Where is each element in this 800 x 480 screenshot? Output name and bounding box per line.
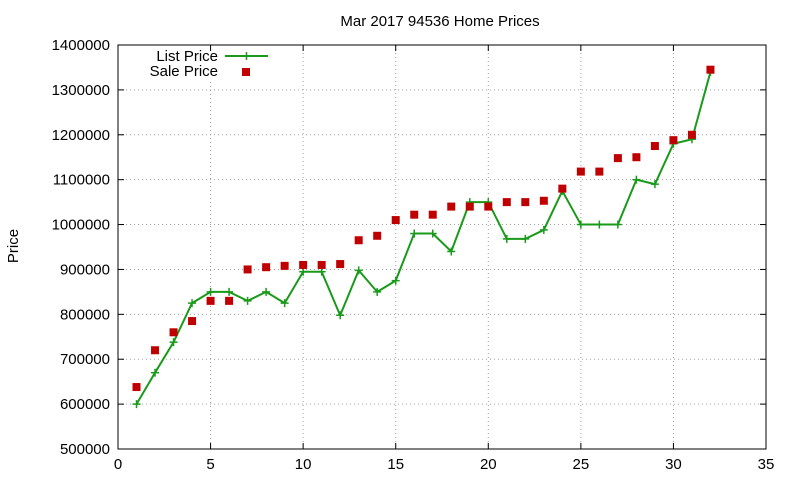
- data-point-cross: [132, 400, 141, 409]
- data-point-cross: [280, 299, 289, 308]
- data-point-cross: [595, 220, 604, 229]
- data-point-square: [317, 260, 326, 269]
- data-point-square: [521, 198, 530, 207]
- data-point-cross: [391, 276, 400, 285]
- data-point-square: [502, 198, 511, 207]
- x-tick-label: 0: [114, 456, 122, 473]
- grid-lines: [118, 45, 766, 449]
- chart-title: Mar 2017 94536 Home Prices: [340, 13, 539, 30]
- data-point-cross: [336, 311, 345, 320]
- data-point-cross: [317, 267, 326, 276]
- y-tick-label: 1000000: [52, 217, 110, 234]
- y-tick-label: 900000: [60, 261, 110, 278]
- data-point-cross: [502, 234, 511, 243]
- y-tick-label: 500000: [60, 441, 110, 458]
- x-tick-label: 15: [387, 456, 404, 473]
- data-point-square: [373, 231, 382, 240]
- data-point-cross: [299, 267, 308, 276]
- y-tick-label: 800000: [60, 306, 110, 323]
- data-point-square: [632, 153, 641, 162]
- data-point-cross: [262, 287, 271, 296]
- plot-frame: [117, 44, 767, 450]
- series-layer: [132, 65, 715, 409]
- y-tick-label: 1200000: [52, 127, 110, 144]
- legend-label-sale-price: Sale Price: [150, 63, 218, 80]
- data-point-cross: [650, 180, 659, 189]
- x-tick-label: 5: [206, 456, 214, 473]
- data-point-cross: [447, 247, 456, 256]
- data-point-square: [687, 130, 696, 139]
- data-point-square: [169, 328, 178, 337]
- data-point-square: [484, 202, 493, 211]
- data-point-square: [151, 346, 160, 355]
- y-tick-label: 1300000: [52, 82, 110, 99]
- axis-ticks: 0 5 10 15 20 25 30 35 500000 600000 700000 800000 90…: [52, 37, 775, 473]
- data-point-square: [132, 383, 141, 392]
- data-point-square: [280, 261, 289, 270]
- data-point-cross: [521, 234, 530, 243]
- y-tick-label: 700000: [60, 351, 110, 368]
- data-point-square: [188, 317, 197, 326]
- data-point-square: [410, 210, 419, 219]
- data-point-cross: [373, 287, 382, 296]
- data-point-square: [206, 296, 215, 305]
- data-point-square: [428, 210, 437, 219]
- data-point-square: [262, 263, 271, 272]
- data-point-cross: [428, 229, 437, 238]
- data-point-cross: [151, 368, 160, 377]
- data-point-square: [447, 202, 456, 211]
- data-point-cross: [410, 229, 419, 238]
- legend-label-list-price: List Price: [156, 48, 218, 65]
- data-point-square: [576, 167, 585, 176]
- data-point-cross: [539, 225, 548, 234]
- x-tick-label: 25: [573, 456, 590, 473]
- data-point-square: [336, 260, 345, 269]
- series-line: [135, 71, 712, 405]
- y-tick-label: 600000: [60, 396, 110, 413]
- y-tick-label: 1400000: [52, 37, 110, 54]
- data-point-square: [243, 265, 252, 274]
- data-point-cross: [613, 220, 622, 229]
- data-point-cross: [632, 175, 641, 184]
- data-point-square: [650, 142, 659, 150]
- data-point-square: [225, 296, 234, 305]
- x-tick-label: 35: [758, 456, 775, 473]
- data-point-cross: [169, 338, 178, 347]
- data-point-cross: [243, 296, 252, 305]
- x-tick-label: 10: [295, 456, 312, 473]
- data-point-cross: [354, 266, 363, 275]
- data-point-cross: [188, 299, 197, 308]
- data-point-square: [465, 202, 474, 211]
- x-tick-label: 20: [480, 456, 497, 473]
- legend-sample-square: [242, 68, 250, 76]
- data-point-cross: [576, 220, 585, 229]
- data-point-square: [391, 216, 400, 225]
- legend-sample-cross: [242, 52, 251, 60]
- data-point-square: [669, 136, 678, 145]
- x-tick-label: 30: [665, 456, 682, 473]
- data-point-cross: [225, 287, 234, 296]
- data-point-square: [299, 260, 308, 269]
- data-point-square: [595, 167, 604, 176]
- y-tick-label: 1100000: [53, 172, 110, 189]
- data-point-square: [354, 236, 363, 245]
- data-point-square: [558, 184, 567, 193]
- data-point-square: [539, 196, 548, 205]
- legend: List Price Sale Price: [150, 48, 268, 80]
- series-list-price: [132, 67, 715, 409]
- y-axis-label: Price: [5, 229, 22, 263]
- data-point-square: [613, 154, 622, 163]
- series-sale-price: [132, 65, 715, 392]
- data-point-cross: [206, 287, 215, 296]
- data-point-square: [706, 65, 715, 74]
